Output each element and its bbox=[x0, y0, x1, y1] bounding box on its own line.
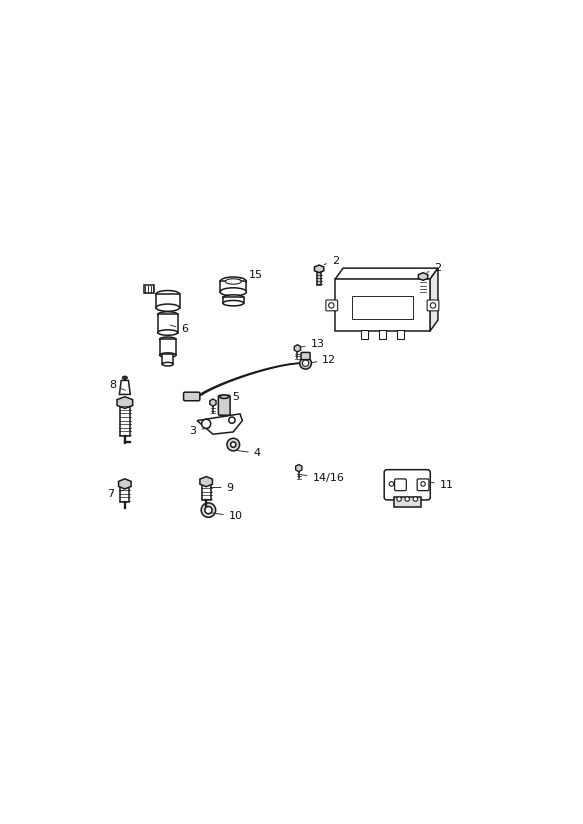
Text: 2: 2 bbox=[324, 256, 339, 266]
Circle shape bbox=[205, 507, 212, 513]
Circle shape bbox=[397, 497, 401, 501]
Circle shape bbox=[230, 442, 236, 447]
Polygon shape bbox=[294, 344, 301, 352]
Circle shape bbox=[389, 482, 394, 486]
Circle shape bbox=[430, 302, 436, 308]
Text: 3: 3 bbox=[189, 425, 209, 436]
FancyBboxPatch shape bbox=[352, 296, 413, 320]
FancyBboxPatch shape bbox=[317, 272, 321, 285]
Polygon shape bbox=[197, 414, 243, 434]
Text: 1: 1 bbox=[376, 323, 389, 333]
Ellipse shape bbox=[223, 301, 244, 306]
FancyBboxPatch shape bbox=[361, 330, 368, 339]
Ellipse shape bbox=[158, 330, 178, 335]
FancyBboxPatch shape bbox=[158, 315, 178, 333]
Ellipse shape bbox=[156, 291, 180, 297]
FancyBboxPatch shape bbox=[335, 279, 430, 331]
FancyBboxPatch shape bbox=[397, 330, 404, 339]
Text: 10: 10 bbox=[211, 512, 243, 522]
Polygon shape bbox=[120, 381, 130, 395]
Text: 12: 12 bbox=[311, 354, 336, 365]
Polygon shape bbox=[314, 265, 324, 273]
Text: 4: 4 bbox=[236, 448, 261, 458]
Text: 8: 8 bbox=[109, 381, 125, 391]
Ellipse shape bbox=[158, 311, 178, 317]
Circle shape bbox=[227, 438, 240, 451]
Polygon shape bbox=[200, 476, 212, 487]
Polygon shape bbox=[118, 479, 131, 489]
FancyBboxPatch shape bbox=[162, 354, 173, 364]
Text: 5: 5 bbox=[218, 391, 240, 401]
Polygon shape bbox=[335, 268, 438, 279]
FancyBboxPatch shape bbox=[326, 300, 338, 311]
Circle shape bbox=[413, 497, 417, 501]
Text: 15: 15 bbox=[236, 270, 263, 280]
Text: 6: 6 bbox=[170, 325, 188, 335]
Text: 2: 2 bbox=[427, 264, 441, 274]
Ellipse shape bbox=[156, 304, 180, 311]
FancyBboxPatch shape bbox=[223, 297, 244, 303]
Ellipse shape bbox=[226, 279, 241, 284]
FancyBboxPatch shape bbox=[384, 470, 430, 500]
Text: 11: 11 bbox=[430, 480, 454, 489]
Polygon shape bbox=[296, 465, 302, 471]
Circle shape bbox=[201, 503, 216, 517]
FancyBboxPatch shape bbox=[427, 300, 439, 311]
Circle shape bbox=[421, 482, 426, 486]
Text: 14/16: 14/16 bbox=[301, 474, 344, 484]
FancyBboxPatch shape bbox=[301, 353, 310, 359]
FancyBboxPatch shape bbox=[120, 485, 129, 502]
Circle shape bbox=[303, 360, 309, 367]
Text: 9: 9 bbox=[210, 483, 234, 493]
FancyBboxPatch shape bbox=[395, 479, 406, 490]
FancyBboxPatch shape bbox=[379, 330, 386, 339]
FancyBboxPatch shape bbox=[202, 483, 210, 499]
Circle shape bbox=[202, 419, 210, 428]
Polygon shape bbox=[419, 273, 428, 280]
Polygon shape bbox=[430, 268, 438, 331]
FancyBboxPatch shape bbox=[144, 285, 154, 293]
FancyBboxPatch shape bbox=[421, 279, 426, 293]
Polygon shape bbox=[117, 396, 133, 409]
Ellipse shape bbox=[122, 377, 127, 379]
Ellipse shape bbox=[160, 353, 176, 358]
Ellipse shape bbox=[223, 295, 244, 301]
Circle shape bbox=[229, 417, 235, 424]
FancyBboxPatch shape bbox=[417, 479, 429, 490]
Polygon shape bbox=[210, 399, 216, 406]
FancyBboxPatch shape bbox=[219, 396, 230, 415]
Circle shape bbox=[300, 358, 311, 369]
Ellipse shape bbox=[220, 288, 247, 296]
Ellipse shape bbox=[220, 277, 247, 286]
FancyBboxPatch shape bbox=[156, 294, 180, 307]
Ellipse shape bbox=[162, 363, 173, 366]
FancyBboxPatch shape bbox=[394, 497, 421, 507]
Circle shape bbox=[405, 497, 409, 501]
FancyBboxPatch shape bbox=[220, 282, 247, 292]
FancyBboxPatch shape bbox=[160, 339, 176, 355]
Text: 7: 7 bbox=[107, 489, 124, 499]
Ellipse shape bbox=[220, 395, 229, 399]
Text: 13: 13 bbox=[297, 339, 325, 349]
Circle shape bbox=[329, 302, 334, 308]
FancyBboxPatch shape bbox=[184, 392, 200, 400]
Ellipse shape bbox=[160, 337, 176, 342]
FancyBboxPatch shape bbox=[120, 403, 130, 437]
